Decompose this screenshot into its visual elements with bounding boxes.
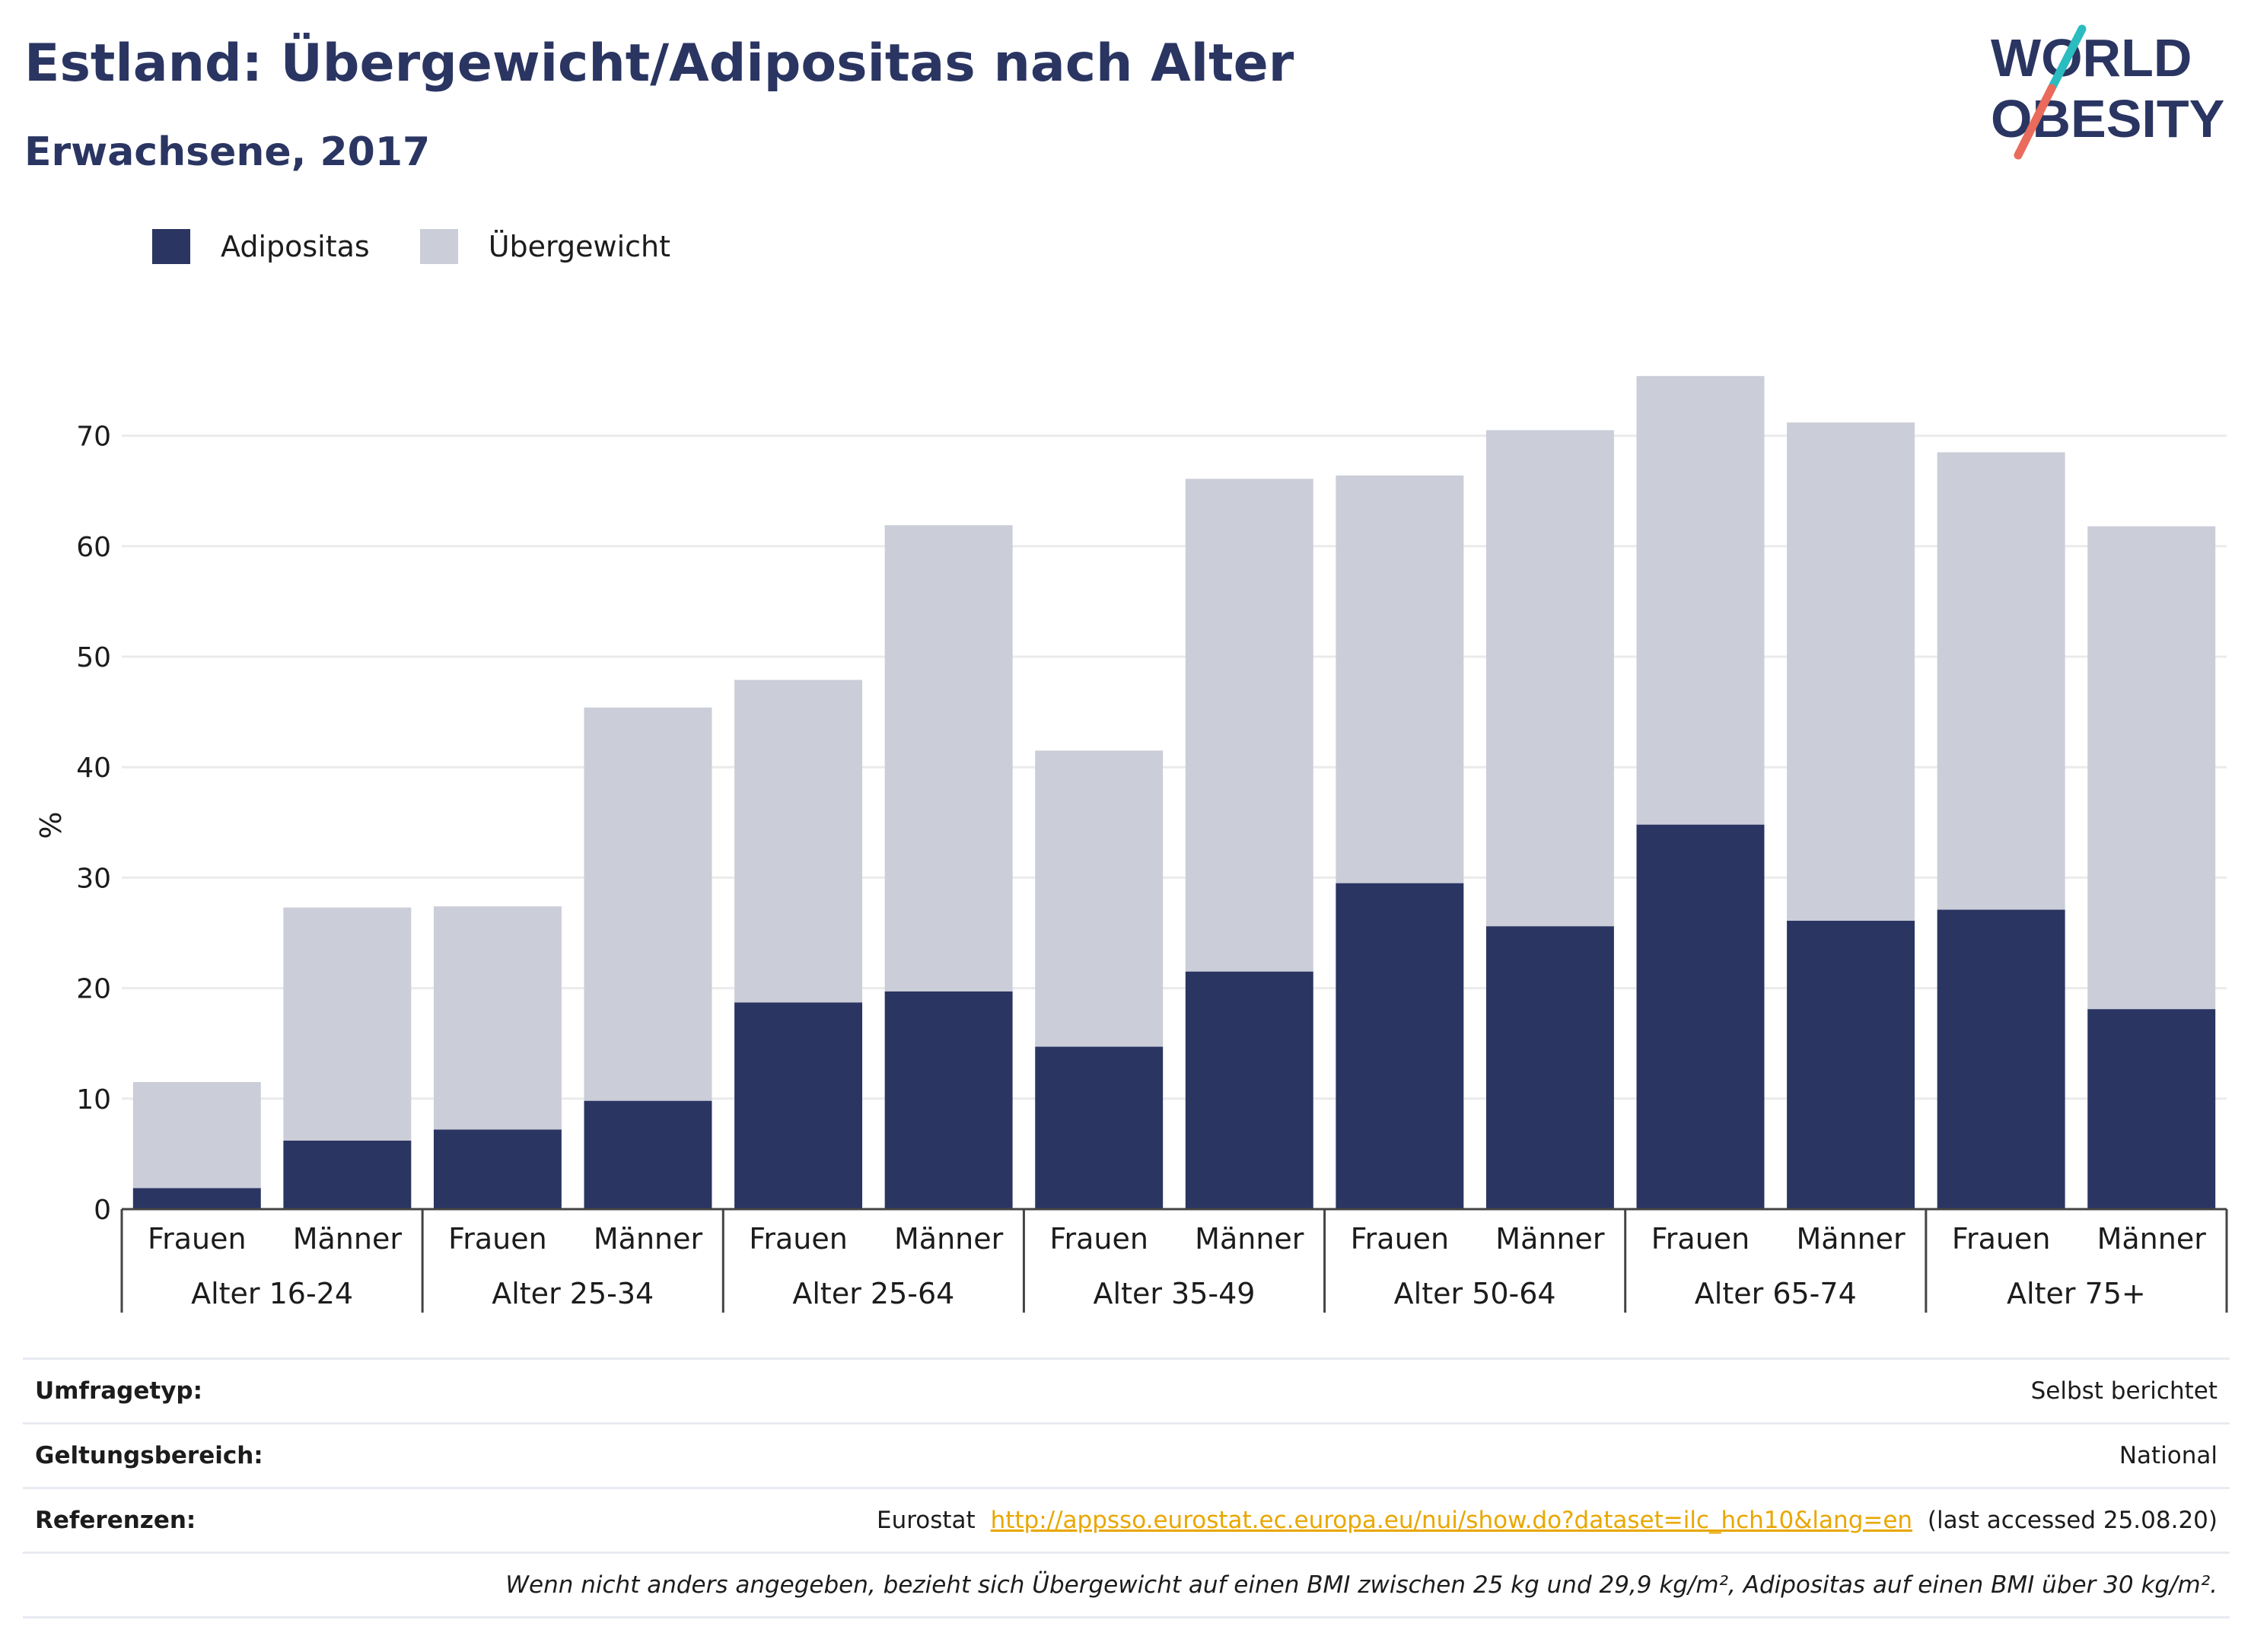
group-label-2: Alter 25-64 <box>792 1277 954 1310</box>
scope-value: National <box>2119 1442 2218 1469</box>
bar-uebergewicht-0-0 <box>132 1082 261 1189</box>
legend-label-adipositas: Adipositas <box>221 230 370 263</box>
bar-adipositas-4-0 <box>1336 883 1464 1209</box>
y-tick-label-0: 0 <box>94 1195 111 1226</box>
x-tick-label-5-0: Frauen <box>1651 1222 1750 1256</box>
bar-adipositas-2-1 <box>884 991 1013 1209</box>
info-row-references: Referenzen: Eurostat http://appsso.euros… <box>23 1487 2230 1552</box>
y-axis-label: % <box>34 811 68 839</box>
group-label-6: Alter 75+ <box>2007 1277 2146 1310</box>
bar-adipositas-3-1 <box>1185 971 1313 1209</box>
bar-adipositas-1-1 <box>584 1100 712 1209</box>
x-tick-label-3-0: Frauen <box>1049 1222 1148 1256</box>
chart-subtitle: Erwachsene, 2017 <box>24 129 431 175</box>
x-tick-label-2-0: Frauen <box>749 1222 848 1256</box>
x-tick-label-5-1: Männer <box>1796 1222 1906 1256</box>
info-row-note: Wenn nicht anders angegeben, bezieht sic… <box>23 1552 2230 1619</box>
stacked-bar-chart: 0 10 20 30 40 50 60 70% Frauen Männer Alter 16-24 F… <box>34 376 2228 1313</box>
y-tick-label-30: 30 <box>76 863 111 894</box>
logo-slash-coral <box>2014 84 2056 160</box>
legend: Adipositas Übergewicht <box>152 225 721 268</box>
bmi-definition-note: Wenn nicht anders angegeben, bezieht sic… <box>505 1571 2218 1599</box>
y-tick-label-10: 10 <box>76 1084 111 1116</box>
bar-uebergewicht-4-1 <box>1485 430 1614 927</box>
info-table: Umfragetyp: Selbst berichtet Geltungsber… <box>23 1358 2230 1619</box>
bar-adipositas-1-0 <box>433 1129 562 1209</box>
bar-uebergewicht-1-1 <box>584 707 712 1101</box>
logo-line-1: WORLD <box>1991 28 2192 88</box>
group-label-0: Alter 16-24 <box>191 1277 353 1310</box>
y-tick-label-50: 50 <box>76 642 111 673</box>
references-label: Referenzen: <box>35 1507 196 1534</box>
bar-adipositas-5-1 <box>1787 921 1915 1209</box>
bar-uebergewicht-4-0 <box>1336 475 1464 883</box>
bar-adipositas-6-0 <box>1937 909 2065 1209</box>
group-label-1: Alter 25-34 <box>492 1277 654 1310</box>
bar-adipositas-2-0 <box>734 1002 863 1209</box>
y-tick-label-40: 40 <box>76 753 111 784</box>
bar-uebergewicht-5-0 <box>1636 376 1765 825</box>
bar-uebergewicht-0-1 <box>283 907 412 1141</box>
x-tick-label-1-1: Männer <box>594 1222 703 1256</box>
bar-uebergewicht-3-0 <box>1035 750 1164 1047</box>
bar-uebergewicht-6-1 <box>2087 526 2216 1010</box>
bar-uebergewicht-1-0 <box>433 906 562 1130</box>
x-tick-label-0-0: Frauen <box>148 1222 247 1256</box>
info-row-scope: Geltungsbereich: National <box>23 1422 2230 1487</box>
bar-adipositas-0-0 <box>132 1188 261 1209</box>
references-value: Eurostat http://appsso.eurostat.ec.europ… <box>877 1507 2218 1534</box>
references-link[interactable]: http://appsso.eurostat.ec.europa.eu/nui/… <box>990 1507 1913 1534</box>
group-label-5: Alter 65-74 <box>1695 1277 1857 1310</box>
legend-label-uebergewicht: Übergewicht <box>488 230 670 263</box>
bar-adipositas-3-0 <box>1035 1046 1164 1209</box>
chart-title: Estland: Übergewicht/Adipositas nach Alt… <box>24 33 1294 94</box>
bar-adipositas-5-0 <box>1636 824 1765 1209</box>
bar-uebergewicht-6-0 <box>1937 452 2065 910</box>
x-tick-label-3-1: Männer <box>1195 1222 1304 1256</box>
survey-type-value: Selbst berichtet <box>2030 1377 2218 1405</box>
group-label-4: Alter 50-64 <box>1394 1277 1556 1310</box>
bar-uebergewicht-2-0 <box>734 680 863 1003</box>
legend-swatch-adipositas <box>152 229 190 264</box>
y-tick-label-60: 60 <box>76 532 111 563</box>
info-row-survey: Umfragetyp: Selbst berichtet <box>23 1358 2230 1422</box>
x-tick-label-6-1: Männer <box>2097 1222 2207 1256</box>
group-label-3: Alter 35-49 <box>1094 1277 1256 1310</box>
x-tick-label-2-1: Männer <box>894 1222 1004 1256</box>
y-tick-label-70: 70 <box>76 422 111 453</box>
bar-uebergewicht-3-1 <box>1185 479 1313 972</box>
world-obesity-logo: WORLD OBESITY <box>1991 24 2224 160</box>
x-tick-label-6-0: Frauen <box>1952 1222 2051 1256</box>
logo-slash-teal <box>2047 24 2087 93</box>
bar-uebergewicht-5-1 <box>1787 422 1915 921</box>
bar-adipositas-0-1 <box>283 1140 412 1209</box>
references-prefix: Eurostat <box>876 1507 976 1534</box>
x-tick-label-1-0: Frauen <box>448 1222 547 1256</box>
x-tick-label-4-0: Frauen <box>1351 1222 1450 1256</box>
x-tick-label-4-1: Männer <box>1495 1222 1605 1256</box>
survey-type-label: Umfragetyp: <box>35 1377 202 1405</box>
legend-swatch-uebergewicht <box>419 229 458 264</box>
bar-adipositas-6-1 <box>2087 1009 2216 1209</box>
bar-adipositas-4-1 <box>1485 926 1614 1209</box>
references-suffix: (last accessed 25.08.20) <box>1927 1507 2218 1534</box>
x-tick-label-0-1: Männer <box>293 1222 403 1256</box>
y-tick-label-20: 20 <box>76 974 111 1005</box>
bar-uebergewicht-2-1 <box>884 525 1013 992</box>
scope-label: Geltungsbereich: <box>35 1442 263 1469</box>
